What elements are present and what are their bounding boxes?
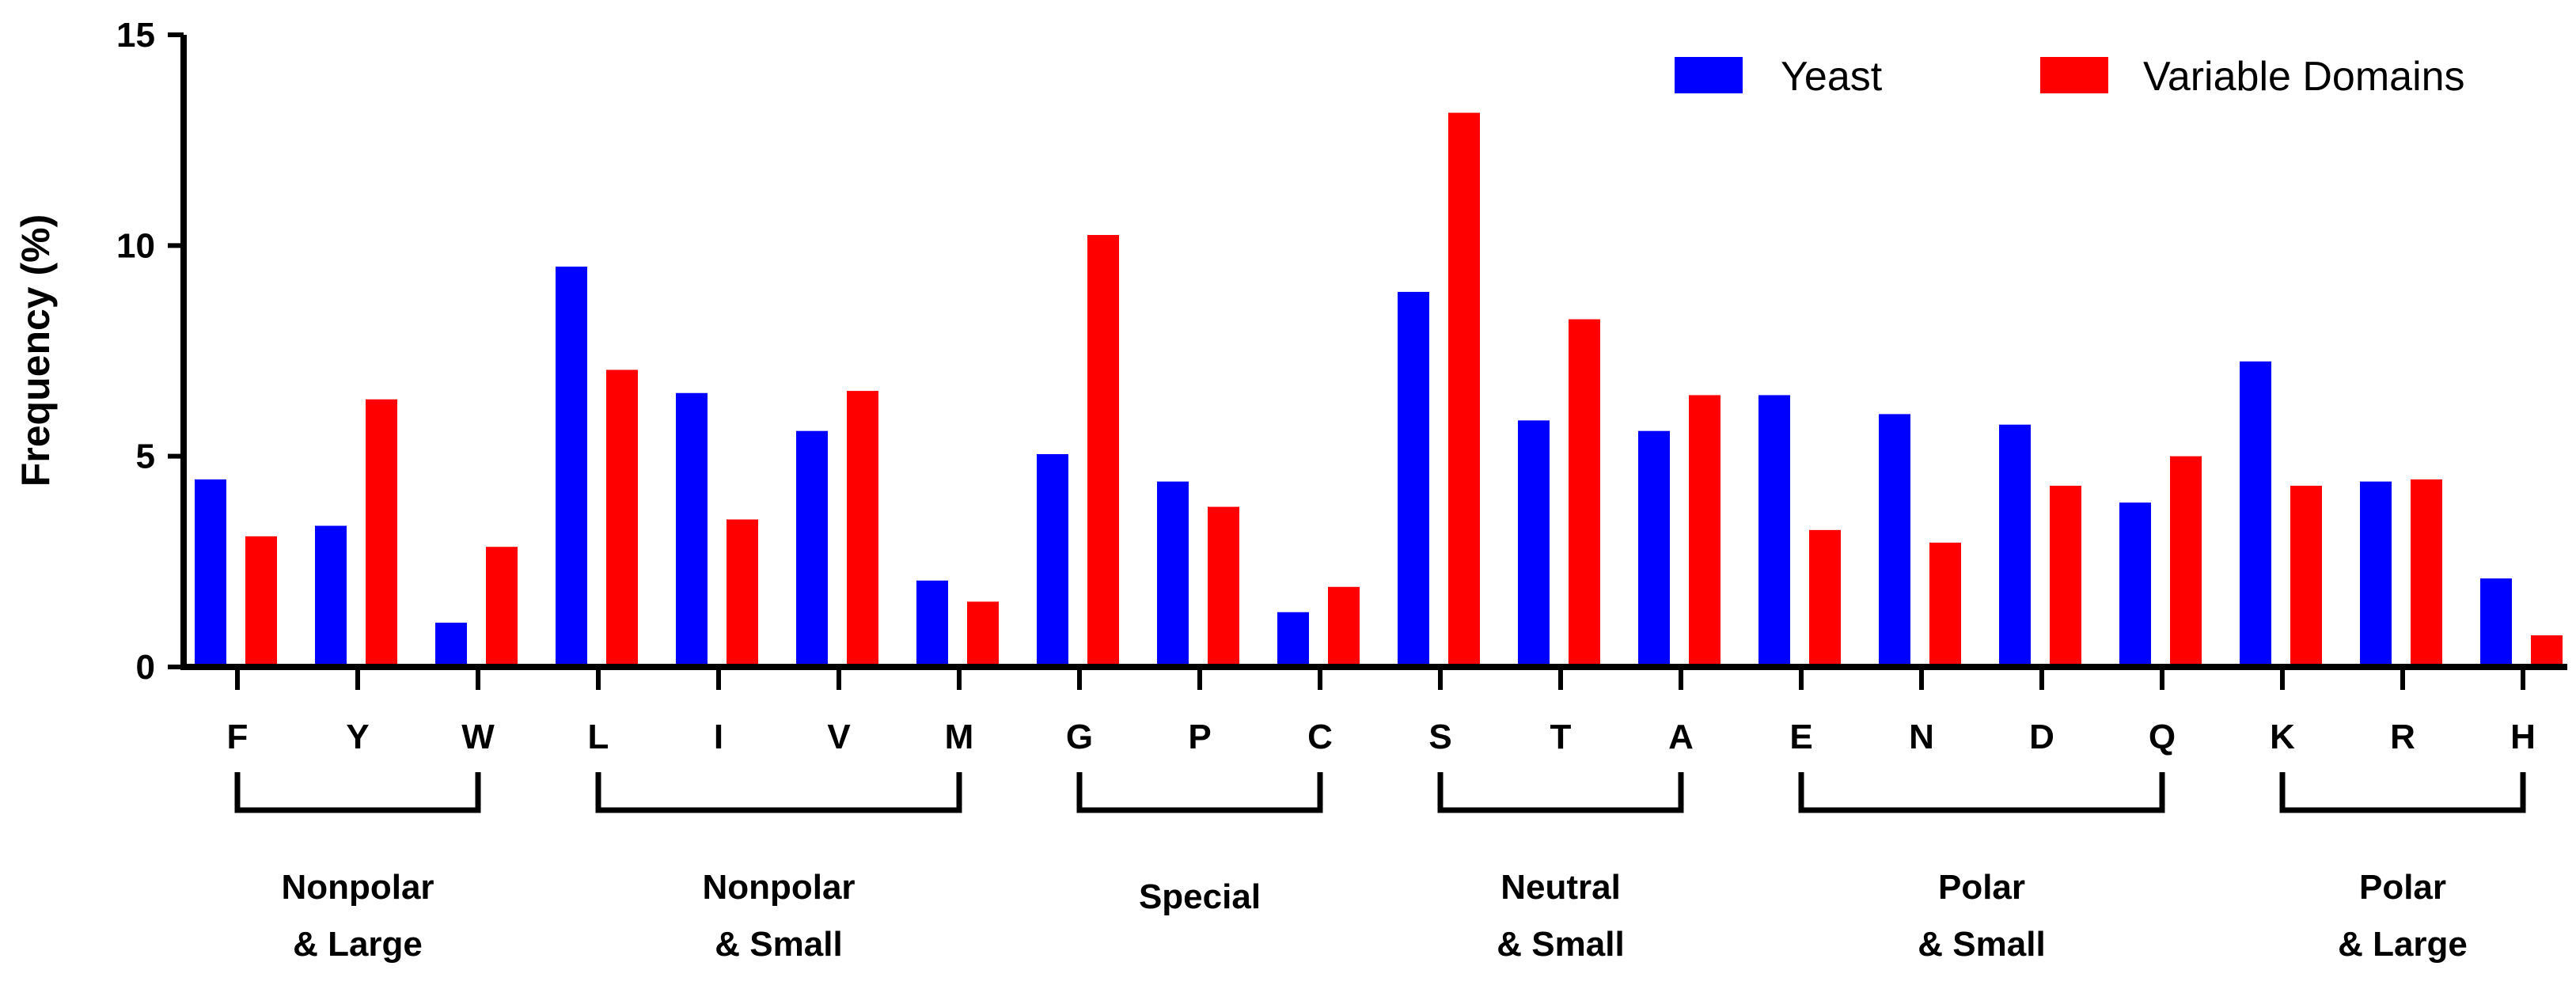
group-bracket-special	[1076, 772, 1323, 813]
x-tick-label-Y: Y	[346, 718, 369, 756]
x-tick-label-F: F	[227, 718, 248, 756]
group-bracket-neutral-small	[1437, 772, 1684, 813]
x-tick-label-C: C	[1307, 718, 1333, 756]
x-tick-label-R: R	[2390, 718, 2415, 756]
x-tick-label-A: A	[1668, 718, 1694, 756]
bar-yeast-W	[435, 623, 467, 667]
legend-swatch-yeast	[1675, 57, 1743, 93]
bar-yeast-N	[1879, 414, 1910, 667]
bar-variable-domains-V	[847, 391, 878, 667]
bar-variable-domains-N	[1929, 542, 1961, 667]
group-label-polar-large-line2: & Large	[2338, 925, 2468, 964]
y-axis-label: Frequency (%)	[13, 214, 58, 487]
group-label-nonpolar-small-line2: & Small	[715, 925, 842, 964]
bar-yeast-M	[916, 580, 948, 667]
x-tick-label-W: W	[461, 718, 495, 756]
bar-variable-domains-F	[245, 536, 277, 667]
bar-variable-domains-L	[606, 369, 638, 667]
x-tick-label-S: S	[1428, 718, 1451, 756]
y-tick-label-5: 5	[136, 438, 155, 476]
x-tick-label-T: T	[1550, 718, 1572, 756]
bar-yeast-R	[2360, 481, 2392, 667]
bar-variable-domains-Q	[2170, 456, 2202, 667]
bar-yeast-Q	[2119, 502, 2151, 667]
x-tick-label-P: P	[1188, 718, 1211, 756]
bar-yeast-P	[1157, 481, 1189, 667]
legend-label-yeast: Yeast	[1781, 54, 1883, 100]
bar-yeast-D	[1999, 424, 2031, 667]
bar-variable-domains-G	[1087, 235, 1119, 667]
bar-yeast-F	[195, 479, 226, 667]
group-label-special: Special	[1139, 877, 1261, 916]
y-tick-label-0: 0	[136, 648, 155, 687]
group-label-nonpolar-large-line2: & Large	[293, 925, 423, 964]
group-bracket-polar-small	[1798, 772, 2165, 813]
group-label-neutral-small-line2: & Small	[1497, 925, 1624, 964]
bar-variable-domains-H	[2531, 635, 2563, 667]
bar-yeast-S	[1398, 291, 1429, 667]
group-bracket-nonpolar-small	[595, 772, 962, 813]
group-label-nonpolar-large-line1: Nonpolar	[281, 868, 434, 907]
group-bracket-polar-large	[2279, 772, 2526, 813]
x-tick-label-I: I	[714, 718, 723, 756]
legend-label-variable-domains: Variable Domains	[2143, 54, 2465, 100]
bar-variable-domains-S	[1448, 112, 1480, 667]
x-tick-label-H: H	[2510, 718, 2536, 756]
x-tick-label-Q: Q	[2149, 718, 2176, 756]
bar-variable-domains-M	[967, 601, 999, 667]
bar-yeast-V	[796, 430, 828, 667]
x-tick-label-G: G	[1066, 718, 1093, 756]
x-tick-label-K: K	[2270, 718, 2295, 756]
x-tick-label-L: L	[588, 718, 609, 756]
bar-variable-domains-E	[1809, 529, 1841, 667]
bar-yeast-C	[1277, 612, 1309, 667]
x-tick-label-M: M	[945, 718, 974, 756]
bar-yeast-T	[1518, 420, 1550, 667]
x-tick-label-E: E	[1789, 718, 1812, 756]
bar-variable-domains-W	[486, 547, 518, 667]
bar-variable-domains-P	[1208, 506, 1239, 667]
bar-yeast-G	[1037, 454, 1068, 667]
bar-yeast-A	[1638, 430, 1670, 667]
legend: Yeast Variable Domains	[1675, 54, 2465, 100]
y-tick-label-15: 15	[116, 16, 155, 55]
x-tick-label-V: V	[827, 718, 851, 756]
bar-yeast-H	[2480, 578, 2512, 667]
group-label-polar-small-line1: Polar	[1938, 868, 2025, 907]
bar-variable-domains-Y	[366, 399, 397, 667]
bar-yeast-E	[1758, 395, 1790, 667]
bar-variable-domains-C	[1328, 586, 1360, 667]
group-label-polar-small-line2: & Small	[1918, 925, 2045, 964]
bars-layer	[195, 112, 2563, 667]
group-bracket-nonpolar-large	[234, 772, 481, 813]
bar-yeast-Y	[315, 525, 347, 667]
x-tick-label-D: D	[2029, 718, 2054, 756]
bar-variable-domains-D	[2050, 485, 2081, 667]
bar-yeast-I	[676, 392, 708, 667]
y-ticks-layer: 0 5 10 15	[116, 16, 184, 687]
group-label-polar-large-line1: Polar	[2359, 868, 2446, 907]
y-tick-label-10: 10	[116, 226, 155, 265]
group-label-nonpolar-small-line1: Nonpolar	[702, 868, 855, 907]
legend-swatch-variable-domains	[2040, 57, 2108, 93]
group-label-neutral-small-line1: Neutral	[1500, 868, 1621, 907]
bar-variable-domains-A	[1689, 395, 1720, 667]
bar-variable-domains-I	[727, 519, 758, 667]
x-tick-label-N: N	[1909, 718, 1934, 756]
groups-layer: Nonpolar & Large Nonpolar & Small Special Neu…	[234, 772, 2526, 964]
bar-variable-domains-R	[2411, 479, 2442, 667]
bar-yeast-L	[556, 266, 587, 667]
bar-variable-domains-K	[2290, 485, 2322, 667]
bar-variable-domains-T	[1569, 319, 1600, 667]
bar-yeast-K	[2240, 361, 2271, 667]
